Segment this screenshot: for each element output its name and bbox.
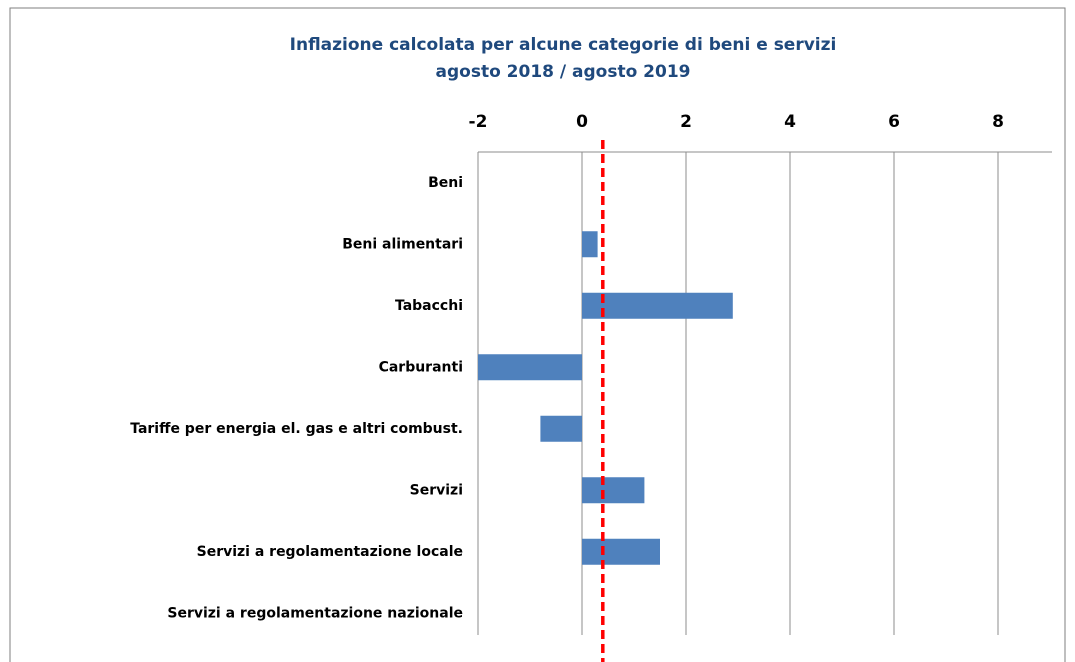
chart-border <box>9 7 1066 662</box>
y-tick-label: Tariffe per energia el. gas e altri comb… <box>130 421 463 437</box>
y-tick-label: Beni alimentari <box>342 236 463 252</box>
chart-subtitle: agosto 2018 / agosto 2019 <box>436 62 691 82</box>
bar <box>582 538 660 565</box>
x-tick-label: 4 <box>784 112 796 132</box>
bar <box>582 231 598 258</box>
x-tick-label: 8 <box>992 112 1004 132</box>
x-tick-label: 2 <box>680 112 692 132</box>
y-tick-label: Carburanti <box>379 359 463 375</box>
bar <box>478 354 582 381</box>
y-tick-label: Tabacchi <box>395 298 463 314</box>
y-tick-label: Servizi a regolamentazione nazionale <box>167 605 463 621</box>
x-tick-label: 6 <box>888 112 900 132</box>
bar <box>582 477 645 504</box>
y-tick-label: Servizi a regolamentazione locale <box>197 544 463 560</box>
x-tick-label: 0 <box>576 112 588 132</box>
x-tick-label: -2 <box>469 112 488 132</box>
bar <box>540 415 582 442</box>
bar <box>582 292 733 319</box>
chart-title: Inflazione calcolata per alcune categori… <box>290 35 837 55</box>
y-tick-label: Beni <box>428 175 463 191</box>
y-tick-label: Servizi <box>410 482 463 498</box>
